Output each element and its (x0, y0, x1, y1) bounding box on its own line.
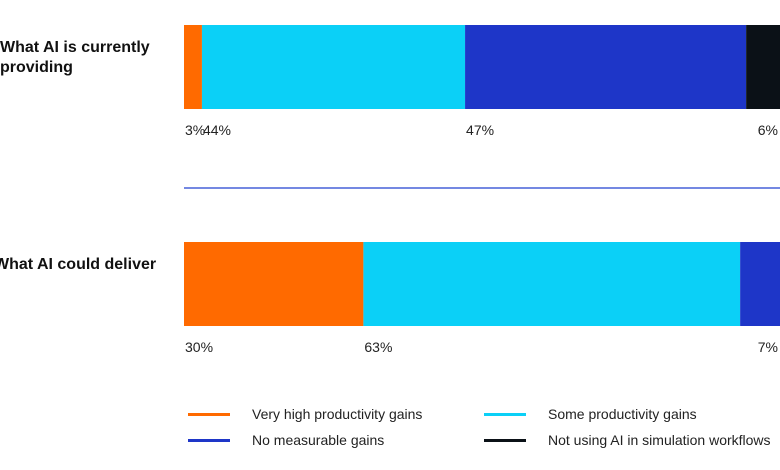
data-label-no-measurable-gains-row-0: 47% (466, 122, 494, 138)
data-label-not-using-ai-in-simulation-workflows-row-0: 6% (758, 122, 778, 138)
row-label-could: What AI could deliver (0, 256, 157, 273)
bar-segment-no-measurable-gains-row-1 (740, 242, 780, 326)
data-label-very-high-productivity-gains-row-1: 30% (185, 339, 213, 355)
bar-segment-no-measurable-gains-row-0 (465, 25, 747, 109)
bar-segment-some-productivity-gains-row-0 (201, 25, 466, 109)
data-label-very-high-productivity-gains-row-0: 3% (185, 122, 205, 138)
data-label-no-measurable-gains-row-1: 7% (758, 339, 778, 355)
bar-segment-very-high-productivity-gains-row-1 (184, 242, 364, 326)
bar-segment-very-high-productivity-gains-row-0 (184, 25, 202, 109)
row-label-current: What AI is currently providing (0, 39, 150, 76)
bar-segment-not-using-ai-in-simulation-workflows-row-0 (746, 25, 780, 109)
bar-segment-some-productivity-gains-row-1 (363, 242, 741, 326)
data-label-some-productivity-gains-row-1: 63% (364, 339, 392, 355)
data-label-some-productivity-gains-row-0: 44% (203, 122, 231, 138)
